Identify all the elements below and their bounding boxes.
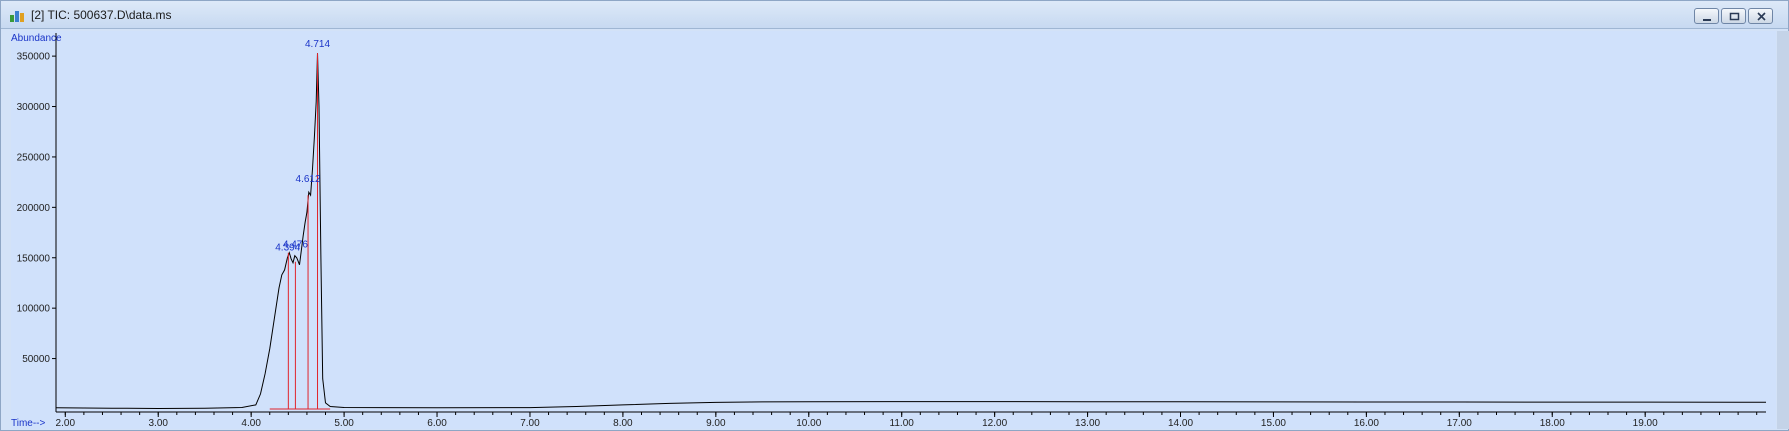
x-tick-label: 10.00 [796,418,821,429]
y-axis-label: Abundance [11,33,62,44]
x-tick-label: 16.00 [1354,418,1379,429]
x-axis-label: Time--> [11,418,46,429]
restore-button[interactable] [1721,8,1746,24]
window-title: [2] TIC: 500637.D\data.ms [31,8,172,22]
title-bar[interactable]: [2] TIC: 500637.D\data.ms [1,1,1788,29]
x-tick-label: 13.00 [1075,418,1100,429]
x-tick-label: 18.00 [1540,418,1565,429]
tic-trace-line[interactable] [55,53,1766,410]
y-tick-label: 250000 [17,152,51,163]
x-tick-label: 12.00 [982,418,1007,429]
x-tick-label: 9.00 [706,418,726,429]
minimize-button[interactable] [1694,8,1719,24]
x-tick-label: 4.00 [241,418,261,429]
peak-label[interactable]: 4.612 [296,174,321,185]
y-tick-label: 100000 [17,304,51,315]
x-tick-label: 3.00 [148,418,168,429]
x-tick-label: 8.00 [613,418,633,429]
tic-chromatogram-chart[interactable]: 50000 100000 150000 200000 250000 300000 35000… [11,31,1776,429]
y-tick-label: 50000 [22,354,50,365]
x-tick-label: 6.00 [427,418,447,429]
peak-label[interactable]: 4.714 [305,39,330,50]
restore-icon [1729,12,1740,21]
x-tick-label: 15.00 [1261,418,1286,429]
y-tick-label: 200000 [17,203,51,214]
y-tick-label: 300000 [17,102,51,113]
close-button[interactable] [1748,8,1773,24]
peak-label[interactable]: 4.394 [275,243,300,254]
plot-area[interactable]: 50000 100000 150000 200000 250000 300000 35000… [11,31,1776,429]
x-tick-label: 19.00 [1633,418,1658,429]
x-tick-label: 7.00 [520,418,540,429]
y-tick-label: 350000 [17,52,51,63]
chromatogram-app-icon [10,11,24,22]
minimize-icon [1703,19,1711,21]
x-tick-label: 17.00 [1447,418,1472,429]
close-icon [1757,12,1766,21]
peak-label[interactable]: 4.476 [283,240,308,251]
x-tick-label: 2.00 [56,418,76,429]
x-tick-label: 14.00 [1168,418,1193,429]
x-tick-label: 5.00 [334,418,354,429]
y-tick-label: 150000 [17,253,51,264]
vertical-scrollbar[interactable] [1777,31,1789,429]
x-tick-label: 11.00 [890,418,915,429]
